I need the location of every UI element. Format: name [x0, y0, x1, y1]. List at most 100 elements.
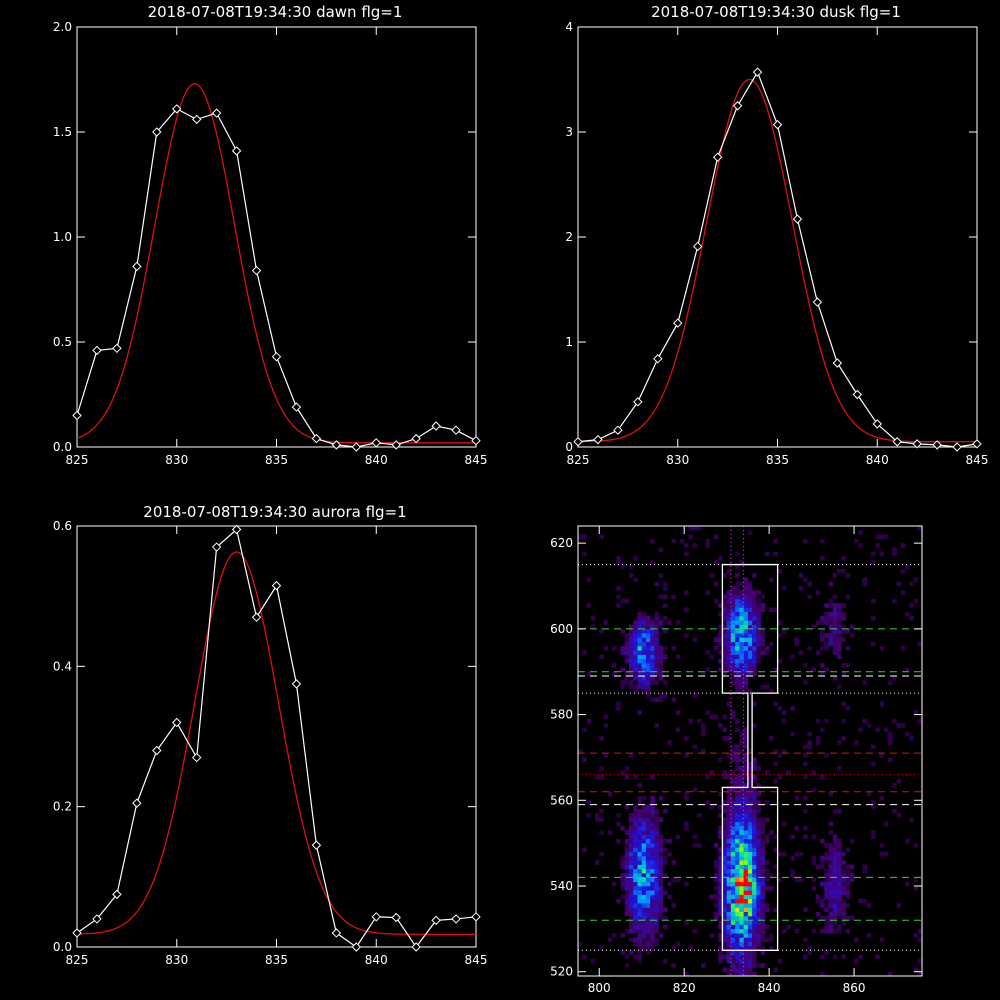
heatmap-cell	[760, 603, 766, 608]
heatmap-cell	[747, 873, 753, 878]
heatmap-cell	[633, 907, 638, 913]
dusk-data-point	[852, 389, 863, 400]
heatmap-cell	[837, 808, 842, 814]
dawn-xtick-label: 830	[165, 453, 188, 467]
heatmap-cell	[637, 624, 643, 630]
heatmap-cell	[752, 907, 757, 913]
heatmap-cell	[722, 633, 727, 638]
heatmap-cell	[743, 753, 749, 758]
image-ytick-label: 520	[550, 965, 573, 979]
heatmap-cell	[756, 628, 761, 634]
heatmap-cell	[692, 744, 698, 750]
heatmap-cell	[726, 641, 732, 647]
heatmap-cell	[645, 847, 651, 853]
heatmap-cell	[752, 920, 757, 925]
heatmap-cell	[730, 628, 736, 634]
heatmap-cell	[820, 898, 825, 904]
heatmap-cell	[633, 856, 638, 861]
dusk-title: 2018-07-08T19:34:30 dusk flg=1	[651, 3, 901, 21]
heatmap-cell	[654, 663, 659, 668]
dusk-data-point	[952, 442, 962, 452]
heatmap-cell	[722, 907, 727, 913]
heatmap-cell	[828, 924, 834, 930]
heatmap-cell	[722, 911, 727, 917]
heatmap-cell	[735, 654, 740, 660]
heatmap-cell	[760, 924, 766, 930]
heatmap-cell	[781, 718, 787, 724]
heatmap-cell	[820, 556, 825, 561]
heatmap-cell	[837, 607, 842, 613]
heatmap-cell	[726, 633, 732, 638]
heatmap-cell	[849, 838, 855, 844]
heatmap-cell	[807, 744, 812, 750]
heatmap-cell	[879, 851, 885, 857]
heatmap-cell	[743, 838, 749, 844]
heatmap-cell	[633, 667, 638, 673]
heatmap-cell	[628, 650, 634, 655]
heatmap-cell	[637, 641, 643, 647]
heatmap-cell	[730, 817, 736, 823]
heatmap-cell	[820, 881, 825, 887]
heatmap-cell	[769, 607, 774, 613]
heatmap-cell	[790, 873, 795, 878]
heatmap-cell	[684, 881, 689, 887]
heatmap-cell	[654, 646, 659, 651]
heatmap-cell	[743, 967, 749, 973]
heatmap-cell	[760, 950, 766, 955]
dusk-xtick-label: 825	[567, 453, 590, 467]
dawn-data-point	[132, 261, 142, 272]
heatmap-cell	[735, 783, 740, 788]
heatmap-cell	[752, 941, 757, 947]
heatmap-cell	[726, 868, 732, 874]
heatmap-cell	[616, 813, 621, 818]
heatmap-cell	[709, 654, 715, 660]
heatmap-cell	[726, 663, 732, 668]
heatmap-cell	[654, 890, 659, 895]
heatmap-cell	[722, 637, 727, 643]
heatmap-cell	[637, 620, 643, 625]
heatmap-cell	[824, 950, 829, 955]
heatmap-cell	[662, 924, 668, 930]
heatmap-cell	[578, 941, 583, 947]
heatmap-cell	[641, 868, 647, 874]
heatmap-cell	[718, 813, 723, 818]
heatmap-cell	[854, 740, 859, 745]
heatmap-cell	[633, 808, 638, 814]
heatmap-cell	[730, 877, 736, 883]
heatmap-cell	[764, 834, 770, 840]
heatmap-cell	[650, 808, 655, 814]
heatmap-cell	[752, 856, 757, 861]
heatmap-cell	[730, 856, 736, 861]
heatmap-cell	[684, 607, 689, 613]
heatmap-cell	[845, 903, 851, 908]
heatmap-cell	[756, 654, 761, 660]
heatmap-cell	[747, 783, 753, 788]
heatmap-cell	[832, 954, 838, 960]
heatmap-cell	[620, 770, 626, 775]
heatmap-cell	[739, 877, 744, 883]
heatmap-cell	[628, 813, 634, 818]
heatmap-cell	[628, 654, 634, 660]
heatmap-cell	[828, 864, 834, 870]
heatmap-cell	[633, 830, 638, 835]
heatmap-cell	[820, 628, 825, 634]
heatmap-cell	[866, 791, 872, 797]
heatmap-cell	[650, 838, 655, 844]
heatmap-cell	[633, 877, 638, 883]
heatmap-cell	[752, 954, 757, 960]
dawn-data-point	[431, 421, 441, 431]
heatmap-cell	[603, 753, 609, 758]
heatmap-cell	[875, 534, 880, 540]
aurora-data-point	[431, 915, 441, 926]
heatmap-cell	[730, 663, 736, 668]
heatmap-cell	[917, 718, 923, 724]
heatmap-cell	[760, 928, 766, 934]
heatmap-cell	[722, 671, 727, 677]
heatmap-cell	[709, 573, 715, 578]
heatmap-cell	[735, 860, 740, 865]
heatmap-cell	[718, 864, 723, 870]
heatmap-cell	[769, 577, 774, 583]
heatmap-cell	[713, 843, 719, 848]
heatmap-cell	[679, 538, 685, 544]
heatmap-cell	[718, 933, 723, 938]
